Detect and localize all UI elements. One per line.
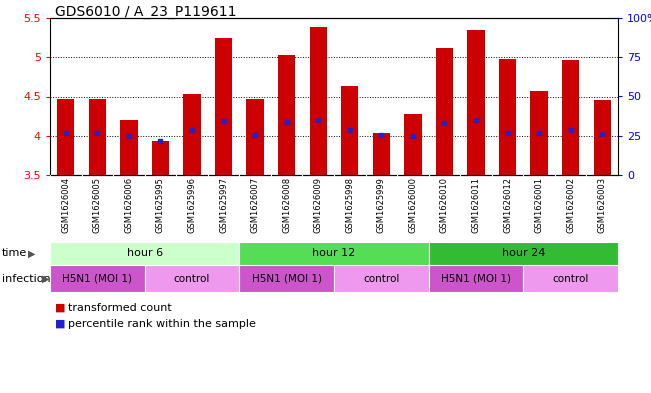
Bar bbox=[562, 60, 579, 175]
Bar bbox=[145, 265, 240, 292]
Bar bbox=[404, 114, 422, 175]
Bar bbox=[523, 265, 618, 292]
Text: GSM1625997: GSM1625997 bbox=[219, 177, 228, 233]
Bar bbox=[152, 141, 169, 175]
Bar bbox=[89, 99, 106, 175]
Bar bbox=[184, 94, 201, 175]
Text: percentile rank within the sample: percentile rank within the sample bbox=[68, 319, 256, 329]
Text: ▶: ▶ bbox=[42, 274, 49, 283]
Text: H5N1 (MOI 1): H5N1 (MOI 1) bbox=[252, 274, 322, 283]
Bar bbox=[594, 101, 611, 175]
Bar bbox=[278, 55, 296, 175]
Text: GSM1625999: GSM1625999 bbox=[377, 177, 386, 233]
Text: control: control bbox=[553, 274, 589, 283]
Text: ▶: ▶ bbox=[28, 248, 36, 259]
Bar bbox=[309, 28, 327, 175]
Text: control: control bbox=[363, 274, 400, 283]
Text: GSM1625995: GSM1625995 bbox=[156, 177, 165, 233]
Text: GSM1626005: GSM1626005 bbox=[93, 177, 102, 233]
Bar bbox=[240, 265, 334, 292]
Bar bbox=[334, 265, 428, 292]
Text: GSM1625996: GSM1625996 bbox=[187, 177, 197, 233]
Text: hour 12: hour 12 bbox=[312, 248, 355, 259]
Bar bbox=[240, 242, 428, 265]
Text: GSM1626000: GSM1626000 bbox=[408, 177, 417, 233]
Bar bbox=[50, 265, 145, 292]
Text: GSM1626003: GSM1626003 bbox=[598, 177, 607, 233]
Bar bbox=[499, 59, 516, 175]
Text: H5N1 (MOI 1): H5N1 (MOI 1) bbox=[441, 274, 511, 283]
Text: GSM1625998: GSM1625998 bbox=[345, 177, 354, 233]
Text: GSM1626009: GSM1626009 bbox=[314, 177, 323, 233]
Text: hour 24: hour 24 bbox=[502, 248, 545, 259]
Text: GSM1626001: GSM1626001 bbox=[534, 177, 544, 233]
Bar bbox=[50, 242, 240, 265]
Bar bbox=[372, 133, 390, 175]
Text: H5N1 (MOI 1): H5N1 (MOI 1) bbox=[62, 274, 132, 283]
Bar bbox=[531, 91, 547, 175]
Text: GSM1626008: GSM1626008 bbox=[282, 177, 291, 233]
Bar bbox=[247, 99, 264, 175]
Text: GSM1626010: GSM1626010 bbox=[440, 177, 449, 233]
Text: GDS6010 / A_23_P119611: GDS6010 / A_23_P119611 bbox=[55, 5, 236, 19]
Bar bbox=[341, 86, 359, 175]
Bar bbox=[120, 120, 137, 175]
Bar bbox=[428, 242, 618, 265]
Bar bbox=[436, 48, 453, 175]
Text: GSM1626007: GSM1626007 bbox=[251, 177, 260, 233]
Text: infection: infection bbox=[2, 274, 51, 283]
Text: time: time bbox=[2, 248, 27, 259]
Text: control: control bbox=[174, 274, 210, 283]
Text: GSM1626011: GSM1626011 bbox=[471, 177, 480, 233]
Text: GSM1626006: GSM1626006 bbox=[124, 177, 133, 233]
Bar bbox=[57, 99, 74, 175]
Text: transformed count: transformed count bbox=[68, 303, 172, 313]
Text: GSM1626002: GSM1626002 bbox=[566, 177, 575, 233]
Bar bbox=[215, 38, 232, 175]
Text: GSM1626012: GSM1626012 bbox=[503, 177, 512, 233]
Text: hour 6: hour 6 bbox=[126, 248, 163, 259]
Bar bbox=[467, 30, 485, 175]
Text: GSM1626004: GSM1626004 bbox=[61, 177, 70, 233]
Text: ■: ■ bbox=[55, 303, 66, 313]
Text: ■: ■ bbox=[55, 319, 66, 329]
Bar bbox=[428, 265, 523, 292]
